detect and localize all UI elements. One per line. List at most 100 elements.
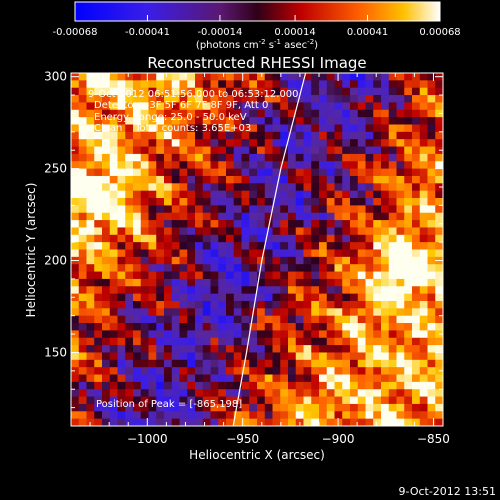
heatmap-cell (350, 190, 359, 199)
heatmap-cell (241, 308, 250, 317)
heatmap-cell (264, 418, 273, 427)
heatmap-cell (419, 161, 428, 169)
heatmap-cell (334, 330, 343, 339)
heatmap-cell (210, 139, 219, 147)
heatmap-cell (78, 205, 87, 214)
heatmap-cell (326, 293, 335, 302)
heatmap-cell (342, 175, 351, 184)
heatmap-cell (272, 352, 281, 361)
heatmap-cell (357, 323, 366, 331)
heatmap-cell (288, 359, 297, 368)
heatmap-cell (412, 161, 421, 169)
heatmap-cell (288, 264, 297, 272)
heatmap-cell (117, 374, 126, 383)
heatmap-cell (412, 418, 421, 427)
heatmap-cell (334, 168, 343, 177)
heatmap-cell (419, 315, 428, 324)
heatmap-cell (272, 102, 281, 111)
heatmap-cell (357, 73, 366, 81)
heatmap-cell (148, 146, 157, 155)
heatmap-cell (195, 117, 204, 125)
heatmap-cell (156, 381, 165, 390)
heatmap-cell (249, 234, 258, 243)
heatmap-cell (381, 264, 390, 272)
heatmap-cell (210, 234, 219, 243)
heatmap-cell (388, 323, 397, 331)
heatmap-cell (334, 95, 343, 103)
heatmap-cell (195, 87, 204, 96)
heatmap-cell (249, 389, 258, 397)
heatmap-cell (419, 183, 428, 192)
heatmap-cell (125, 271, 134, 280)
heatmap-cell (78, 220, 87, 228)
heatmap-cell (117, 396, 126, 405)
heatmap-cell (427, 396, 436, 405)
heatmap-cell (319, 359, 328, 368)
colorbar-ticks (74, 15, 441, 21)
heatmap-cell (241, 278, 250, 287)
heatmap-cell (164, 117, 173, 125)
heatmap-cell (280, 87, 289, 96)
heatmap-cell (179, 109, 188, 118)
heatmap-cell (133, 411, 142, 420)
heatmap-cell (133, 117, 142, 125)
heatmap-cell (218, 87, 227, 96)
heatmap-cell (295, 300, 304, 309)
heatmap-cell (373, 146, 382, 155)
heatmap-cell (241, 367, 250, 375)
heatmap-cell (233, 300, 242, 309)
heatmap-cell (295, 271, 304, 280)
heatmap-cell (334, 190, 343, 199)
heatmap-cell (280, 300, 289, 309)
heatmap-cell (412, 153, 421, 162)
heatmap-cell (202, 315, 211, 324)
heatmap-cell (171, 161, 180, 169)
heatmap-cell (102, 95, 111, 103)
heatmap-cell (187, 220, 196, 228)
heatmap-cell (303, 117, 312, 125)
heatmap-cell (249, 73, 258, 81)
heatmap-cell (388, 234, 397, 243)
heatmap-cell (342, 242, 351, 250)
heatmap-cell (140, 87, 149, 96)
heatmap-cell (342, 256, 351, 265)
heatmap-cell (435, 95, 444, 103)
heatmap-cell (187, 264, 196, 272)
heatmap-cell (419, 102, 428, 111)
heatmap-cell (210, 323, 219, 331)
heatmap-cell (396, 345, 405, 353)
heatmap-cell (288, 175, 297, 184)
heatmap-cell (272, 220, 281, 228)
heatmap-cell (272, 381, 281, 390)
heatmap-cell (195, 315, 204, 324)
heatmap-cell (326, 418, 335, 427)
heatmap-cell (311, 256, 320, 265)
heatmap-cell (109, 367, 118, 375)
heatmap-cell (117, 102, 126, 111)
heatmap-cell (396, 330, 405, 339)
heatmap-cell (94, 271, 103, 280)
heatmap-cell (140, 227, 149, 236)
heatmap-cell (365, 300, 374, 309)
heatmap-cell (133, 345, 142, 353)
heatmap-cell (102, 345, 111, 353)
heatmap-cell (117, 168, 126, 177)
heatmap-cell (117, 278, 126, 287)
heatmap-cell (171, 227, 180, 236)
heatmap-cell (226, 212, 235, 221)
heatmap-cell (404, 330, 413, 339)
heatmap-cell (78, 367, 87, 375)
heatmap-cell (195, 198, 204, 206)
heatmap-cell (94, 205, 103, 214)
heatmap-cell (404, 242, 413, 250)
heatmap-cell (94, 198, 103, 206)
heatmap-cell (295, 183, 304, 192)
heatmap-cell (311, 300, 320, 309)
heatmap-cell (94, 212, 103, 221)
heatmap-cell (179, 323, 188, 331)
heatmap-cell (125, 168, 134, 177)
heatmap-cell (272, 190, 281, 199)
heatmap-cell (109, 396, 118, 405)
heatmap-cell (202, 337, 211, 346)
heatmap-cell (226, 389, 235, 397)
